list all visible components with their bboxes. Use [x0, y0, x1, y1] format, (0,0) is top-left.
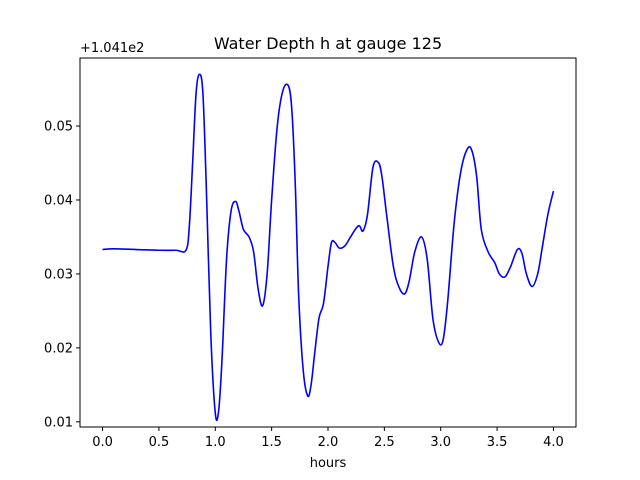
x-tick-label: 1.0: [205, 435, 226, 450]
x-axis: 0.0 0.5 1.0 1.5 2.0 2.5 3.0 3.5 4.0: [92, 427, 564, 450]
chart-title: Water Depth h at gauge 125: [214, 34, 442, 53]
x-axis-label: hours: [310, 456, 347, 471]
x-tick-label: 0.0: [92, 435, 113, 450]
x-tick-label: 1.5: [261, 435, 282, 450]
x-tick-label: 0.5: [149, 435, 170, 450]
y-axis: 0.01 0.02 0.03 0.04 0.05: [44, 120, 80, 430]
y-tick-label: 0.02: [44, 341, 73, 356]
plot-area: [102, 73, 555, 422]
x-tick-label: 4.0: [543, 435, 564, 450]
series-line-0: [102, 73, 555, 422]
y-tick-label: 0.03: [44, 267, 73, 282]
y-tick-label: 0.05: [44, 120, 73, 135]
x-tick-label: 3.5: [487, 435, 508, 450]
y-tick-label: 0.04: [44, 193, 73, 208]
y-offset-label: +1.041e2: [80, 41, 144, 56]
x-tick-label: 3.0: [430, 435, 451, 450]
x-tick-label: 2.5: [374, 435, 395, 450]
x-tick-label: 2.0: [318, 435, 339, 450]
y-tick-label: 0.01: [44, 415, 73, 430]
